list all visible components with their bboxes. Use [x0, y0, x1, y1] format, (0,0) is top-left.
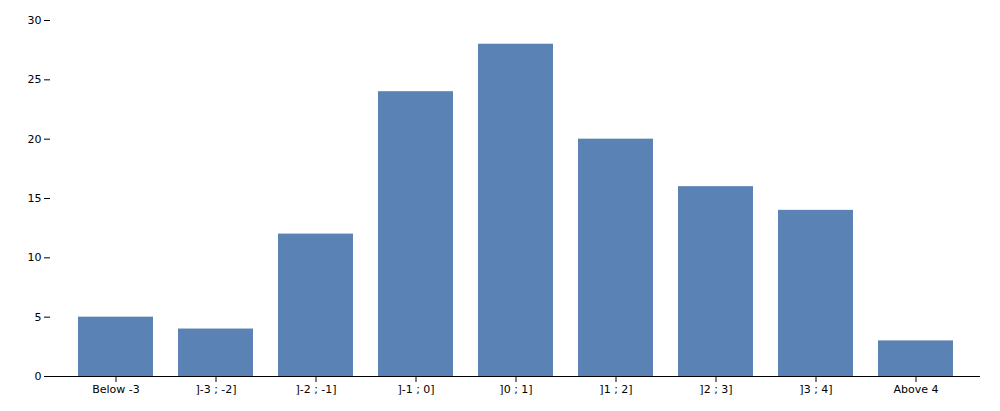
svg-text:25: 25 [28, 73, 42, 86]
svg-text:0: 0 [35, 370, 42, 383]
svg-text:10: 10 [28, 251, 42, 264]
svg-text:Above 4: Above 4 [893, 383, 938, 396]
svg-text:30: 30 [28, 14, 42, 27]
svg-text:5: 5 [35, 311, 42, 324]
svg-text:]3 ; 4]: ]3 ; 4] [799, 383, 832, 396]
svg-text:]-1 ; 0]: ]-1 ; 0] [397, 383, 434, 396]
svg-text:]2 ; 3]: ]2 ; 3] [699, 383, 732, 396]
svg-text:]0 ; 1]: ]0 ; 1] [499, 383, 532, 396]
svg-text:]-3 ; -2]: ]-3 ; -2] [195, 383, 236, 396]
svg-text:]-2 ; -1]: ]-2 ; -1] [295, 383, 336, 396]
svg-text:]1 ; 2]: ]1 ; 2] [599, 383, 632, 396]
svg-text:15: 15 [28, 192, 42, 205]
svg-text:Below -3: Below -3 [92, 383, 140, 396]
svg-text:20: 20 [28, 133, 42, 146]
